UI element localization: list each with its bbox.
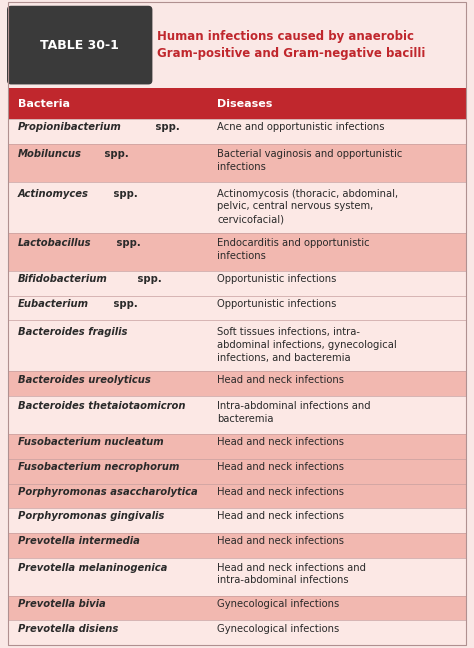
Text: Prevotella disiens: Prevotella disiens	[18, 623, 118, 634]
Text: Diseases: Diseases	[217, 98, 273, 109]
Bar	[8, 295, 466, 320]
Text: Eubacterium: Eubacterium	[18, 299, 89, 309]
Text: Prevotella bivia: Prevotella bivia	[18, 599, 106, 608]
Text: Intra-abdominal infections and
bacteremia: Intra-abdominal infections and bacteremi…	[217, 401, 371, 424]
Text: Head and neck infections: Head and neck infections	[217, 462, 344, 472]
Text: Endocarditis and opportunistic
infections: Endocarditis and opportunistic infection…	[217, 238, 370, 260]
Text: Actinomyces: Actinomyces	[18, 189, 89, 198]
Bar	[8, 558, 466, 596]
Bar	[8, 620, 466, 645]
Text: spp.: spp.	[134, 274, 162, 284]
Text: Soft tissues infections, intra-
abdominal infections, gynecological
infections, : Soft tissues infections, intra- abdomina…	[217, 327, 397, 363]
Bar	[8, 434, 466, 459]
Text: Mobiluncus: Mobiluncus	[18, 149, 82, 159]
Text: spp.: spp.	[113, 238, 141, 248]
Bar	[8, 320, 466, 371]
Text: Porphyromonas asaccharolytica: Porphyromonas asaccharolytica	[18, 487, 198, 497]
Bar	[8, 144, 466, 182]
Text: spp.: spp.	[100, 149, 128, 159]
Text: spp.: spp.	[109, 299, 137, 309]
Bar	[8, 88, 466, 119]
Bar	[8, 533, 466, 558]
Text: Bacteroides thetaiotaomicron: Bacteroides thetaiotaomicron	[18, 401, 185, 411]
Text: Head and neck infections and
intra-abdominal infections: Head and neck infections and intra-abdom…	[217, 562, 366, 585]
Bar	[8, 371, 466, 396]
Text: Bacterial vaginosis and opportunistic
infections: Bacterial vaginosis and opportunistic in…	[217, 149, 402, 172]
Bar	[8, 119, 466, 144]
Text: Acne and opportunistic infections: Acne and opportunistic infections	[217, 122, 385, 132]
Text: Prevotella intermedia: Prevotella intermedia	[18, 536, 140, 546]
Text: Head and neck infections: Head and neck infections	[217, 375, 344, 385]
Text: Gynecological infections: Gynecological infections	[217, 599, 339, 608]
Bar	[8, 271, 466, 295]
Bar	[8, 396, 466, 434]
Bar	[8, 233, 466, 271]
FancyBboxPatch shape	[7, 6, 153, 84]
Bar	[8, 508, 466, 533]
Text: Head and neck infections: Head and neck infections	[217, 437, 344, 447]
Text: Prevotella melaninogenica: Prevotella melaninogenica	[18, 562, 167, 573]
Bar	[8, 459, 466, 483]
Text: Opportunistic infections: Opportunistic infections	[217, 274, 337, 284]
Bar	[8, 596, 466, 620]
Text: Head and neck infections: Head and neck infections	[217, 536, 344, 546]
Text: Bifidobacterium: Bifidobacterium	[18, 274, 108, 284]
Text: Actinomycosis (thoracic, abdominal,
pelvic, central nervous system,
cervicofacia: Actinomycosis (thoracic, abdominal, pelv…	[217, 189, 398, 224]
Text: Bacteroides fragilis: Bacteroides fragilis	[18, 327, 128, 337]
Text: Bacteroides ureolyticus: Bacteroides ureolyticus	[18, 375, 151, 385]
Text: spp.: spp.	[109, 189, 137, 198]
Text: Bacteria: Bacteria	[18, 98, 70, 109]
Text: Porphyromonas gingivalis: Porphyromonas gingivalis	[18, 511, 164, 522]
Text: Gynecological infections: Gynecological infections	[217, 623, 339, 634]
Text: Opportunistic infections: Opportunistic infections	[217, 299, 337, 309]
Text: Lactobacillus: Lactobacillus	[18, 238, 91, 248]
Text: Fusobacterium nucleatum: Fusobacterium nucleatum	[18, 437, 164, 447]
Text: TABLE 30-1: TABLE 30-1	[40, 39, 119, 52]
Text: Human infections caused by anaerobic
Gram-positive and Gram-negative bacilli: Human infections caused by anaerobic Gra…	[157, 30, 426, 60]
Bar	[8, 182, 466, 233]
Text: spp.: spp.	[152, 122, 180, 132]
Text: Head and neck infections: Head and neck infections	[217, 511, 344, 522]
Bar	[8, 2, 466, 88]
Text: Propionibacterium: Propionibacterium	[18, 122, 122, 132]
Bar	[8, 483, 466, 508]
Text: Fusobacterium necrophorum: Fusobacterium necrophorum	[18, 462, 179, 472]
Text: Head and neck infections: Head and neck infections	[217, 487, 344, 497]
